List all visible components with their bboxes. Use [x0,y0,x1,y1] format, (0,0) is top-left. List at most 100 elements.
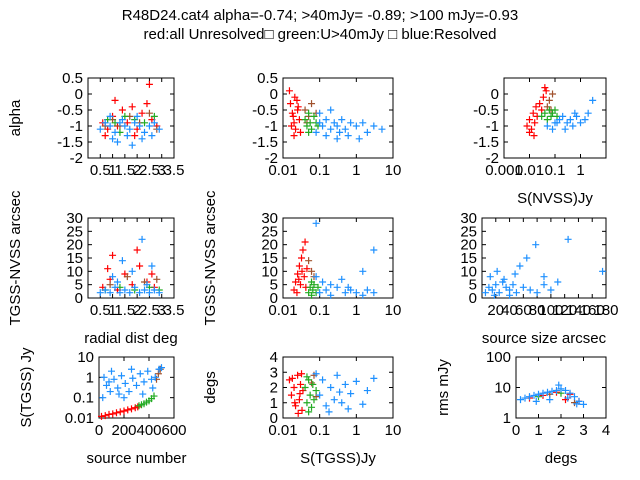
data-point-blue [557,385,565,393]
data-point-blue [141,286,149,294]
data-point-brown [301,106,309,114]
x-tick-label: 1 [534,422,542,439]
data-point-blue [562,386,569,394]
data-point-blue [539,389,547,397]
data-point-blue [327,291,335,299]
data-point-blue [378,125,386,133]
data-point-blue [530,391,538,399]
x-tick-label: 0.01 [515,162,544,179]
x-tick-label: 2.5 [139,162,160,179]
data-point-blue [352,122,360,130]
x-tick-label: 1 [352,302,360,319]
x-tick-label: 0.01 [268,162,297,179]
y-tick-label: 20 [261,237,278,254]
data-point-blue [581,116,589,124]
data-point-brown [123,273,131,281]
data-point-blue [573,400,581,408]
data-point-red [289,112,297,120]
data-point-blue [486,273,494,281]
data-point-red [530,132,538,140]
data-point-brown [308,267,316,275]
data-point-blue [333,122,341,130]
plot-frame [87,217,175,299]
panel-p31: 0 200 400 600 10 1 0.1 0.01 source number S(TGSS)… [18,347,187,467]
y-tick-label: 4 [270,349,278,366]
data-point-blue [118,116,126,124]
data-point-blue [158,364,165,372]
y-tick-label: 0 [270,290,278,307]
data-point-blue [495,289,503,297]
data-point-red [542,87,550,95]
y-tick-label: 10 [77,349,94,366]
y-tick-label: -1 [265,118,278,135]
data-point-blue [535,390,542,398]
data-point-blue [544,388,551,396]
x-tick-label: 10 [385,422,402,439]
data-point-green [303,399,311,407]
data-point-blue [336,128,344,136]
data-point-blue [121,286,129,294]
x-tick-label: 20 [487,302,504,319]
data-point-blue [140,378,148,386]
data-point-blue [126,125,134,133]
y-axis-label: rms mJy [435,359,452,416]
data-point-green [310,396,318,404]
data-point-blue [333,135,341,143]
y-tick-label: 10 [460,263,477,280]
data-point-blue [526,393,533,401]
data-point-green [303,373,311,381]
y-tick-label: 0.01 [65,410,94,427]
x-tick-label: 400 [136,422,161,439]
data-point-blue [111,128,119,136]
y-tick-label: 10 [66,263,83,280]
data-point-blue [106,122,114,130]
x-tick-label: 1.5 [114,302,135,319]
data-point-red [116,408,124,416]
x-tick-label: 1 [108,162,116,179]
y-tick-label: 0 [270,410,278,427]
data-point-blue [319,376,327,384]
data-point-blue [555,381,563,389]
x-tick-label: 1 [352,162,360,179]
x-tick-label: 2 [133,162,141,179]
data-point-blue [481,289,489,297]
data-point-blue [577,119,584,127]
data-point-blue [566,389,574,397]
data-point-red [291,93,299,101]
data-point-green [541,109,549,117]
data-point-red [536,100,544,108]
data-point-green [543,116,551,124]
data-point-blue [493,267,501,275]
data-point-blue [145,122,153,130]
data-point-red [296,390,304,398]
data-point-red [118,106,126,114]
data-point-green [305,408,313,416]
data-point-blue [363,128,371,136]
x-tick-label: 10 [385,162,402,179]
x-tick-label: 2.5 [139,302,160,319]
data-point-blue [150,119,158,127]
data-point-red [133,246,141,254]
data-point-blue [136,370,144,378]
data-point-blue [573,112,581,120]
data-point-blue [114,384,122,392]
data-point-blue [363,286,371,294]
data-point-blue [341,125,349,133]
y-tick-label: -0.5 [252,102,278,119]
data-point-red [128,405,135,413]
y-tick-label: 20 [66,237,83,254]
data-point-blue [108,367,115,375]
chart-title: R48D24.cat4 alpha=-0.74; >40mJy= -0.89; … [0,6,640,44]
data-point-blue [121,122,129,130]
x-tick-label: 140 [566,302,591,319]
data-point-blue [148,262,156,270]
data-point-blue [111,283,119,291]
data-point-red [531,119,539,127]
data-point-blue [133,112,141,120]
data-point-blue [506,291,514,299]
data-point-blue [336,388,344,396]
data-point-red [101,412,109,420]
y-tick-label: 0.1 [73,390,94,407]
y-tick-label: -1.5 [473,134,499,151]
data-point-brown [154,370,162,378]
